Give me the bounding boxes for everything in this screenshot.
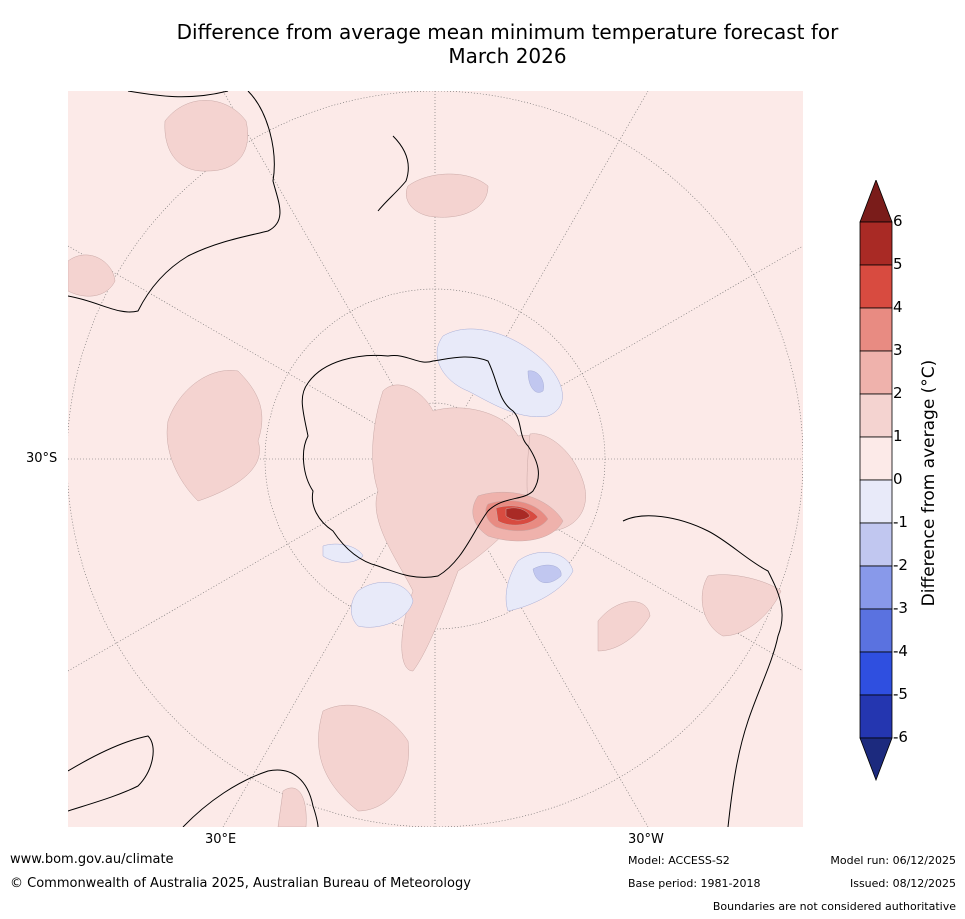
anomaly-patch-neg xyxy=(351,582,414,628)
anomaly-patch-neg xyxy=(436,328,563,418)
colorbar-tick-label: 4 xyxy=(893,298,903,316)
colorbar-tick-label: 0 xyxy=(893,470,903,488)
colorbar-tick-label: -4 xyxy=(893,642,908,660)
chart-title-line-2: March 2026 xyxy=(448,44,567,68)
colorbar-bin xyxy=(859,436,893,481)
colorbar-bin xyxy=(859,393,893,438)
negative-anomaly-areas xyxy=(322,328,574,628)
colorbar-tick-label: -2 xyxy=(893,556,908,574)
anomaly-patch xyxy=(68,254,116,297)
anomaly-patch xyxy=(372,384,549,672)
colorbar-bin xyxy=(859,522,893,567)
anomaly-patch xyxy=(318,704,409,812)
positive-anomaly-areas xyxy=(68,100,782,827)
coastlines xyxy=(68,91,783,827)
colorbar-tick-label: -6 xyxy=(893,728,908,746)
colorbar-tick-label: -5 xyxy=(893,685,908,703)
meridian-60e xyxy=(222,91,649,827)
longitude-label-west: 30°W xyxy=(628,832,664,847)
colorbar-bin xyxy=(859,608,893,653)
boundaries-disclaimer: Boundaries are not considered authoritat… xyxy=(712,900,956,913)
colorbar-tick-label: -3 xyxy=(893,599,908,617)
issued-date: Issued: 08/12/2025 xyxy=(849,877,956,890)
footer-copyright: © Commonwealth of Australia 2025, Austra… xyxy=(10,876,471,891)
meridian-30e xyxy=(68,245,803,672)
meridian-30w xyxy=(68,245,803,672)
anomaly-patch-neg xyxy=(505,552,574,612)
colorbar-bin xyxy=(859,350,893,395)
colorbar-tick-label: 1 xyxy=(893,427,903,445)
south-america-coastline xyxy=(622,515,783,827)
colorbar-extend-bottom xyxy=(859,737,893,782)
map-svg xyxy=(68,91,803,827)
latitude-label: 30°S xyxy=(26,451,58,466)
colorbar-bin xyxy=(859,651,893,696)
colorbar-tick-label: 6 xyxy=(893,212,903,230)
polar-map xyxy=(68,91,803,827)
anomaly-patch-neg-2c xyxy=(532,564,562,583)
footer-url: www.bom.gov.au/climate xyxy=(10,852,174,867)
chart-title-line-1: Difference from average mean minimum tem… xyxy=(176,20,839,44)
anomaly-patch-neg-2c xyxy=(527,370,544,393)
new-zealand-coastline xyxy=(377,135,409,212)
anomaly-patch xyxy=(166,370,263,502)
colorbar-bin xyxy=(859,264,893,309)
meridian-60w xyxy=(222,91,649,827)
chart-title: Difference from average mean minimum tem… xyxy=(60,20,955,68)
anomaly-patch xyxy=(597,601,651,652)
base-period: Base period: 1981-2018 xyxy=(628,877,761,890)
colorbar-tick-label: 2 xyxy=(893,384,903,402)
antarctica-coastline xyxy=(301,354,539,578)
colorbar-bin xyxy=(859,479,893,524)
colorbar-bin xyxy=(859,694,893,739)
model-run-date: Model run: 06/12/2025 xyxy=(830,854,956,867)
longitude-label-east: 30°E xyxy=(205,832,237,847)
colorbar-bin xyxy=(859,221,893,266)
model-info: Model: ACCESS-S2 xyxy=(628,854,730,867)
colorbar-bins xyxy=(859,180,893,782)
colorbar-extend-top xyxy=(859,180,893,223)
colorbar-tick-label: 3 xyxy=(893,341,903,359)
colorbar-tick-label: -1 xyxy=(893,513,908,531)
anomaly-patch-5c xyxy=(505,507,531,521)
anomaly-patch-neg xyxy=(322,543,364,563)
anomaly-patch xyxy=(164,100,248,172)
anomaly-patch xyxy=(701,574,782,637)
madagascar-coastline xyxy=(68,735,154,812)
colorbar-bin xyxy=(859,307,893,352)
anomaly-patch xyxy=(277,787,307,827)
africa-coastline xyxy=(182,769,319,827)
australia-coastline xyxy=(68,91,281,313)
colorbar-tick-label: 5 xyxy=(893,255,903,273)
colorbar-title: Difference from average (°C) xyxy=(919,359,939,607)
colorbar xyxy=(859,180,893,782)
anomaly-patch xyxy=(405,173,489,218)
colorbar-bin xyxy=(859,565,893,610)
